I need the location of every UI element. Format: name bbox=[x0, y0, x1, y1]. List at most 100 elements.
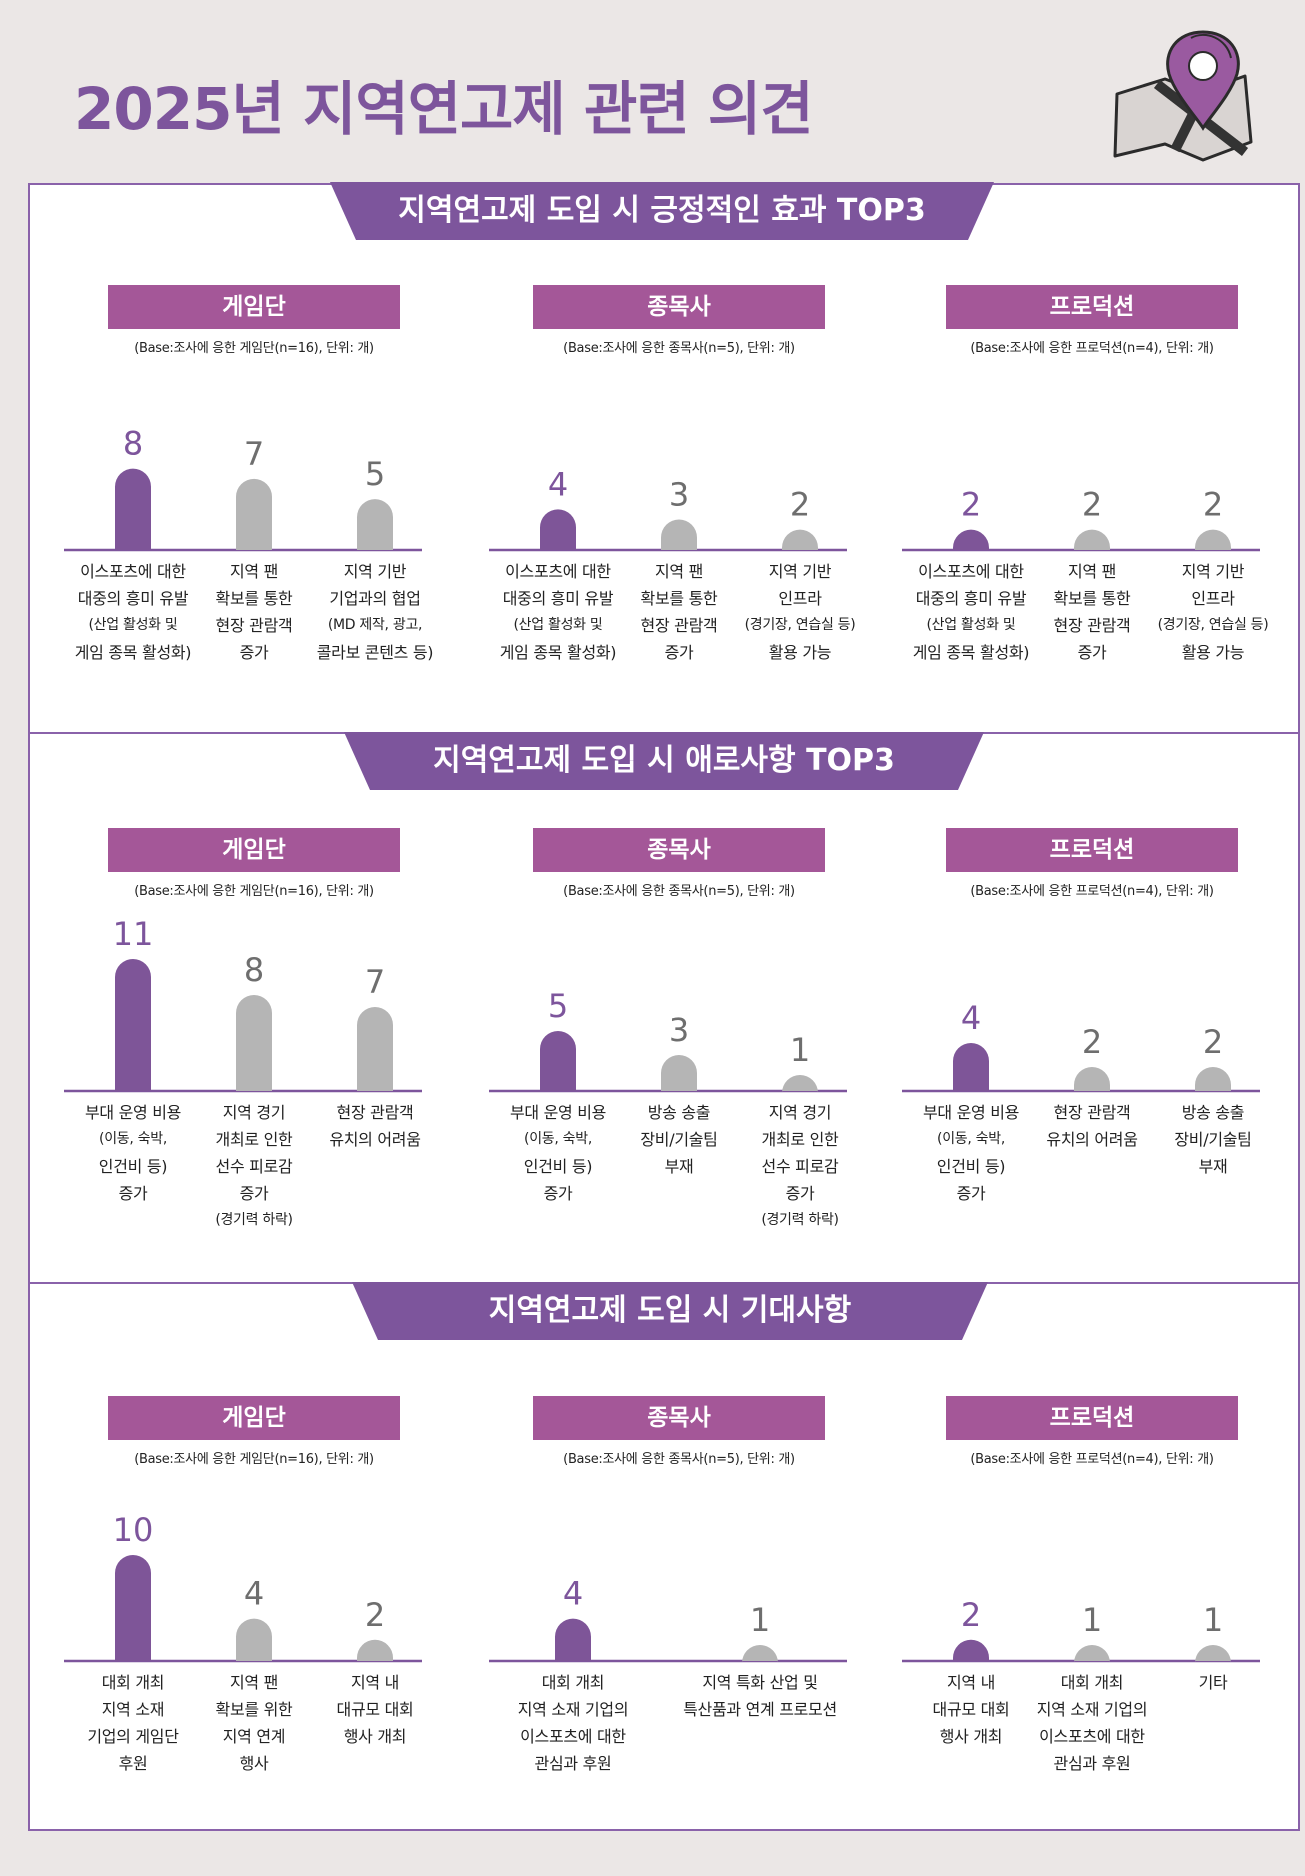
base-note: (Base:조사에 응한 게임단(n=16), 단위: 개) bbox=[134, 1452, 374, 1467]
category-line: 현장 관람객 bbox=[1053, 616, 1131, 635]
category-line: (경기장, 연습실 등) bbox=[744, 617, 856, 633]
category-line: 증가 bbox=[956, 1184, 986, 1203]
bar bbox=[540, 1031, 576, 1091]
category-line: 부대 운영 비용 bbox=[509, 1103, 607, 1122]
category-line: 확보를 통한 bbox=[1053, 589, 1131, 608]
group-chart: 프로덕션 (Base:조사에 응한 프로덕션(n=4), 단위: 개) 4 2 2 부대 … bbox=[896, 828, 1266, 1308]
category-line: 지역 경기 bbox=[222, 1103, 286, 1122]
category-line: 인프라 bbox=[1191, 589, 1235, 608]
category-line: 지역 기반 bbox=[343, 562, 407, 581]
category-line: 콜라보 콘텐츠 등) bbox=[316, 643, 434, 662]
value-label: 2 bbox=[1082, 486, 1102, 524]
bar bbox=[115, 468, 151, 550]
bar bbox=[236, 1618, 272, 1661]
value-label: 2 bbox=[1082, 1023, 1102, 1061]
category-label: 지역 경기 개최로 인한 선수 피로감 증가 (경기력 하락) bbox=[192, 1099, 316, 1234]
bar bbox=[1074, 1067, 1110, 1091]
category-label: 기타 bbox=[1151, 1669, 1275, 1696]
value-label: 2 bbox=[961, 1596, 981, 1634]
base-note: (Base:조사에 응한 프로덕션(n=4), 단위: 개) bbox=[970, 1452, 1214, 1467]
category-label: 대회 개최 지역 소재 기업의 게임단 후원 bbox=[71, 1669, 195, 1777]
bar bbox=[357, 1007, 393, 1091]
category-line: 기업의 게임단 bbox=[87, 1727, 179, 1746]
category-line: 지역 팬 bbox=[229, 562, 279, 581]
value-label: 4 bbox=[563, 1575, 583, 1613]
category-line: 현장 관람객 bbox=[1053, 1103, 1131, 1122]
category-line: 관심과 후원 bbox=[534, 1754, 612, 1773]
category-line: 지역 특화 산업 및 bbox=[702, 1673, 818, 1692]
page-title: 2025년 지역연고제 관련 의견 bbox=[74, 75, 814, 143]
category-label: 지역 기반 인프라 (경기장, 연습실 등) 활용 가능 bbox=[738, 558, 862, 666]
category-label: 이스포츠에 대한 대중의 흥미 유발 (산업 활성화 및 게임 종목 활성화) bbox=[909, 558, 1033, 666]
category-line: 기타 bbox=[1198, 1673, 1228, 1692]
bar-chart: 10 4 2 bbox=[64, 1511, 422, 1663]
bar bbox=[1195, 529, 1231, 550]
category-line: 증가 bbox=[1077, 643, 1107, 662]
category-line: 대중의 흥미 유발 bbox=[915, 589, 1027, 608]
category-line: (이동, 숙박, bbox=[524, 1131, 592, 1147]
category-line: 현장 관람객 bbox=[336, 1103, 414, 1122]
category-line: 게임 종목 활성화) bbox=[74, 643, 192, 662]
value-label: 1 bbox=[750, 1601, 770, 1639]
value-label: 2 bbox=[1203, 1023, 1223, 1061]
category-line: (경기장, 연습실 등) bbox=[1157, 617, 1269, 633]
bar bbox=[953, 1043, 989, 1091]
group-chart: 프로덕션 (Base:조사에 응한 프로덕션(n=4), 단위: 개) 2 1 1 지역 … bbox=[896, 1396, 1266, 1876]
bar bbox=[953, 529, 989, 550]
section-banner: 지역연고제 도입 시 긍정적인 효과 TOP3 bbox=[330, 182, 994, 240]
bar bbox=[115, 959, 151, 1091]
bar-chart: 11 8 7 bbox=[64, 915, 422, 1093]
value-label: 5 bbox=[365, 455, 385, 493]
bar bbox=[236, 478, 272, 550]
group-header: 종목사 bbox=[533, 285, 825, 329]
category-line: 증가 bbox=[118, 1184, 148, 1203]
category-line: 게임 종목 활성화) bbox=[912, 643, 1030, 662]
group-chart: 종목사 (Base:조사에 응한 종목사(n=5), 단위: 개) 4 3 2 이스포츠에… bbox=[483, 285, 856, 765]
category-line: (MD 제작, 광고, bbox=[327, 617, 423, 633]
category-line: 인건비 등) bbox=[523, 1157, 593, 1176]
value-label: 2 bbox=[365, 1596, 385, 1634]
category-line: 선수 피로감 bbox=[761, 1157, 839, 1176]
bar-chart: 8 7 5 bbox=[64, 425, 422, 552]
category-line: 지역 팬 bbox=[229, 1673, 279, 1692]
value-label: 1 bbox=[790, 1031, 810, 1069]
category-line: 대회 개최 bbox=[1060, 1673, 1124, 1692]
category-line: (산업 활성화 및 bbox=[926, 617, 1016, 633]
group-chart: 종목사 (Base:조사에 응한 종목사(n=5), 단위: 개) 5 3 1 부대 운영… bbox=[483, 828, 853, 1308]
group-chart: 프로덕션 (Base:조사에 응한 프로덕션(n=4), 단위: 개) 2 2 2 이스포… bbox=[896, 285, 1269, 765]
category-label: 방송 송출 장비/기술팀 부재 bbox=[1151, 1099, 1275, 1180]
bar-chart: 2 1 1 bbox=[902, 1596, 1260, 1663]
category-line: 인건비 등) bbox=[98, 1157, 168, 1176]
value-label: 5 bbox=[548, 987, 568, 1025]
bar bbox=[115, 1555, 151, 1661]
group-chart: 게임단 (Base:조사에 응한 게임단(n=16), 단위: 개) 10 4 2 대회 … bbox=[58, 1396, 428, 1876]
category-line: 유치의 어려움 bbox=[1046, 1130, 1138, 1149]
category-line: 기업과의 협업 bbox=[329, 589, 421, 608]
category-line: 확보를 통한 bbox=[215, 589, 293, 608]
bar bbox=[661, 519, 697, 550]
category-line: 대규모 대회 bbox=[932, 1700, 1010, 1719]
category-line: 이스포츠에 대한 bbox=[505, 562, 611, 581]
value-label: 8 bbox=[123, 425, 143, 463]
category-line: 게임 종목 활성화) bbox=[499, 643, 617, 662]
category-label: 지역 내 대규모 대회 행사 개최 bbox=[313, 1669, 437, 1750]
value-label: 3 bbox=[669, 475, 689, 513]
category-line: 대회 개최 bbox=[101, 1673, 165, 1692]
group-header: 종목사 bbox=[533, 1396, 825, 1440]
category-line: 행사 bbox=[239, 1754, 269, 1773]
category-label: 지역 팬 확보를 통한 현장 관람객 증가 bbox=[192, 558, 316, 666]
category-label: 대회 개최 지역 소재 기업의 이스포츠에 대한 관심과 후원 bbox=[1030, 1669, 1154, 1777]
category-label: 부대 운영 비용 (이동, 숙박, 인건비 등) 증가 bbox=[496, 1099, 620, 1207]
category-line: 대중의 흥미 유발 bbox=[502, 589, 614, 608]
group-header: 프로덕션 bbox=[946, 828, 1238, 872]
bar-chart: 4 2 2 bbox=[902, 999, 1260, 1093]
category-label: 방송 송출 장비/기술팀 부재 bbox=[617, 1099, 741, 1180]
category-line: 대중의 흥미 유발 bbox=[77, 589, 189, 608]
group-chart: 종목사 (Base:조사에 응한 종목사(n=5), 단위: 개) 4 1 대회 개최 지… bbox=[483, 1396, 853, 1876]
category-line: 후원 bbox=[118, 1754, 148, 1773]
group-header: 게임단 bbox=[108, 828, 400, 872]
category-line: 대회 개최 bbox=[541, 1673, 605, 1692]
value-label: 7 bbox=[244, 435, 264, 473]
